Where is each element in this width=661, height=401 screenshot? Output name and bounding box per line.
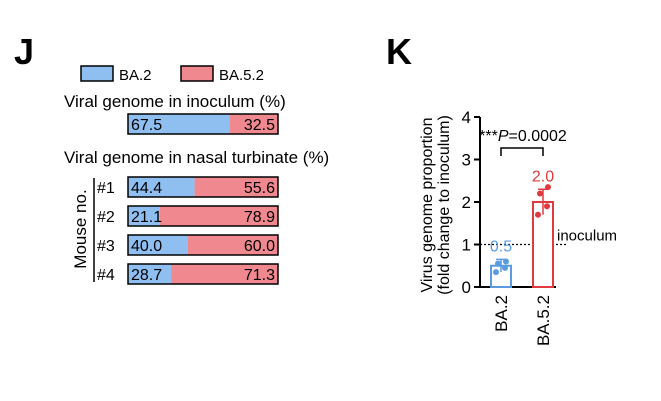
y-tick-label: 3 xyxy=(462,151,471,170)
inoculum-ba2-value: 67.5 xyxy=(131,117,162,134)
inoculum-outline xyxy=(127,113,279,135)
mouse-3-bar-ba52-segment xyxy=(188,235,278,255)
mouse-2-bar-ba52-segment xyxy=(159,206,278,226)
data-point xyxy=(537,190,543,197)
significance-label: ***P=0.0002 xyxy=(479,128,567,145)
y-axis-title-line2: (fold change to inoculum) xyxy=(436,115,453,295)
inoculum-reference-label: inoculum xyxy=(557,228,617,245)
significance-p-symbol: P xyxy=(498,128,509,145)
inoculum-ba52-value: 32.5 xyxy=(244,117,275,134)
legend-label-ba52: BA.5.2 xyxy=(219,67,264,84)
mouse-2-bar-ba2-value: 21.1 xyxy=(131,209,162,226)
x-tick-label: BA.5.2 xyxy=(534,295,553,346)
significance-stars: *** xyxy=(479,128,498,145)
data-point xyxy=(493,269,499,276)
y-axis-title-line1: Virus genome proportion xyxy=(419,118,436,293)
mouse-2-bar-ba52-value: 78.9 xyxy=(244,209,275,226)
panel-j-letter: J xyxy=(14,31,34,72)
data-point xyxy=(545,184,551,191)
mouse-4-bar-ba52-value: 71.3 xyxy=(244,267,275,284)
data-point xyxy=(502,264,508,271)
mouse-4-bar-ba2-segment xyxy=(128,264,172,284)
significance-p-value: =0.0002 xyxy=(509,128,567,145)
mouse-3-bar-outline xyxy=(127,234,279,256)
mouse-1-bar-outline xyxy=(127,176,279,198)
inoculum-bar: 67.5 32.5 xyxy=(127,113,279,135)
mouse-3-bar-ba52-value: 60.0 xyxy=(244,238,275,255)
mouse-3-bar-ba2-segment xyxy=(128,235,188,255)
significance-bracket xyxy=(500,147,544,156)
bar-value-label: 2.0 xyxy=(532,168,554,185)
bar-chart-k: 0 1 2 3 4 inoculum 0.5 BA.2 2.0 BA.5.2 ***P=0.0002 xyxy=(462,108,618,346)
x-tick-label: BA.2 xyxy=(492,295,511,332)
mouse-id-label: #3 xyxy=(97,238,115,255)
inoculum-ba52-segment xyxy=(229,114,278,134)
mouse-1-bar-ba2-value: 44.4 xyxy=(131,180,162,197)
y-tick-label: 2 xyxy=(462,193,471,212)
mouse-2-bar-outline xyxy=(127,205,279,227)
mouse-rows: #1 44.4 55.6 #2 21.1 78.9 #3 40.0 60.0 #4 28.7 71.3 xyxy=(97,176,279,285)
mouse-id-label: #4 xyxy=(97,267,115,284)
inoculum-title: Viral genome in inoculum (%) xyxy=(64,92,286,111)
y-tick-label: 0 xyxy=(462,278,471,297)
mouse-axis-label: Mouse no. xyxy=(71,189,90,268)
mouse-2-bar-ba2-segment xyxy=(128,206,160,226)
legend-swatch-ba2 xyxy=(80,65,114,82)
mouse-id-label: #2 xyxy=(97,209,115,226)
legend-swatch-ba52 xyxy=(180,65,214,82)
mouse-1-bar-ba52-segment xyxy=(194,177,278,197)
mouse-4-bar-outline xyxy=(127,263,279,285)
data-point xyxy=(495,260,501,267)
panel-k-letter: K xyxy=(386,31,412,72)
data-point xyxy=(544,203,550,210)
legend-label-ba2: BA.2 xyxy=(119,67,152,84)
inoculum-ba2-segment xyxy=(128,114,230,134)
mouse-4-bar-ba2-value: 28.7 xyxy=(131,267,162,284)
mouse-3-bar-ba2-value: 40.0 xyxy=(131,238,162,255)
mouse-id-label: #1 xyxy=(97,180,115,197)
mouse-1-bar-ba2-segment xyxy=(128,177,195,197)
data-point xyxy=(535,211,541,218)
bar-value-label: 0.5 xyxy=(490,238,512,255)
y-tick-label: 4 xyxy=(462,108,471,127)
mouse-1-bar-ba52-value: 55.6 xyxy=(244,180,275,197)
y-tick-label: 1 xyxy=(462,236,471,255)
mouse-4-bar-ba52-segment xyxy=(171,264,278,284)
data-point xyxy=(503,258,509,265)
nasal-turbinate-title: Viral genome in nasal turbinate (%) xyxy=(64,148,329,167)
